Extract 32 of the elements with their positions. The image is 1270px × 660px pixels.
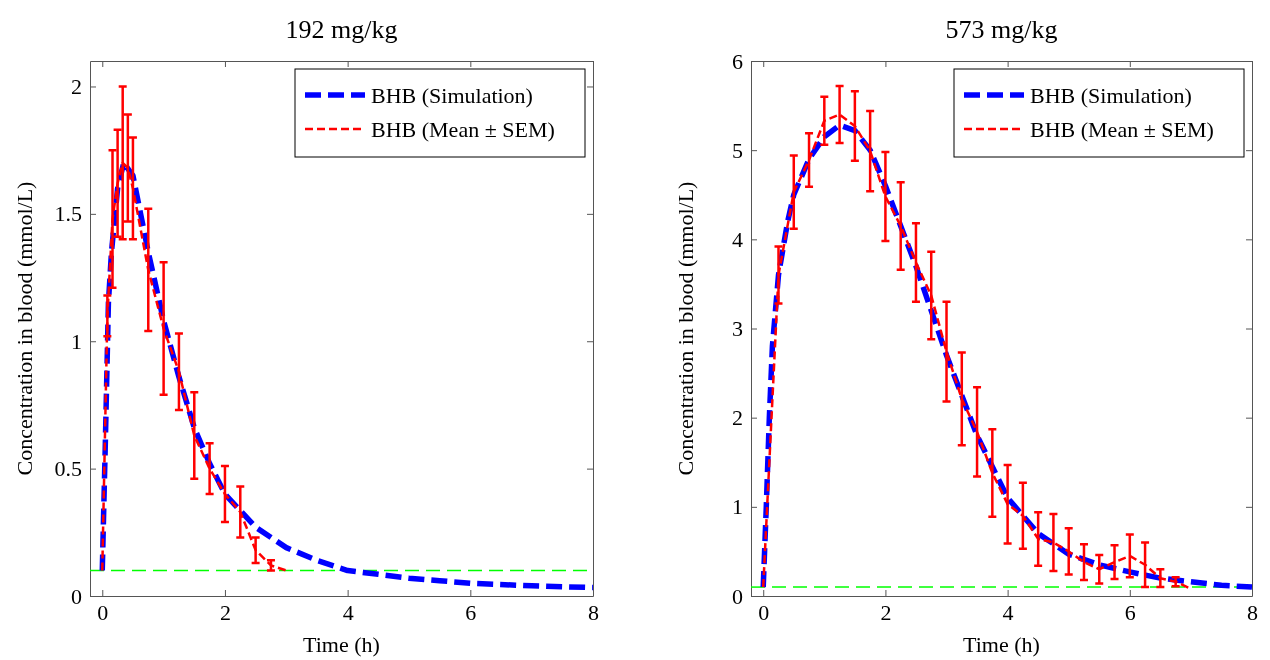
x-tick-label: 6 [465,599,477,625]
y-tick-label: 0 [732,583,743,609]
x-tick-label: 8 [1247,599,1258,625]
y-axis-title: Concentration in blood (mmol/L) [12,181,37,476]
chart-title: 573 mg/kg [945,15,1058,44]
x-tick-label: 8 [588,599,599,625]
x-tick-label: 4 [1002,599,1014,625]
y-tick-label: 2 [71,74,82,100]
legend-label: BHB (Simulation) [371,83,533,108]
y-tick-label: 1 [71,328,82,354]
y-axis-title: Concentration in blood (mmol/L) [673,181,698,476]
y-tick-label: 2 [732,405,743,431]
legend-label: BHB (Mean ± SEM) [371,117,555,142]
chart-title: 192 mg/kg [285,15,398,44]
legend-label: BHB (Mean ± SEM) [1030,117,1214,142]
x-tick-label: 0 [758,599,770,625]
x-axis-title: Time (h) [963,632,1040,657]
y-tick-label: 4 [732,226,743,252]
y-tick-label: 1 [732,494,743,520]
legend-label: BHB (Simulation) [1030,83,1192,108]
y-tick-label: 0 [71,583,82,609]
y-tick-label: 5 [732,137,743,163]
y-tick-label: 1.5 [54,201,82,227]
x-tick-label: 2 [880,599,892,625]
y-tick-label: 3 [732,316,743,342]
x-tick-label: 0 [97,599,109,625]
x-tick-label: 4 [342,599,354,625]
x-tick-label: 2 [219,599,231,625]
x-axis-title: Time (h) [303,632,380,657]
y-tick-label: 6 [732,48,743,74]
y-tick-label: 0.5 [54,456,82,482]
x-tick-label: 6 [1124,599,1136,625]
